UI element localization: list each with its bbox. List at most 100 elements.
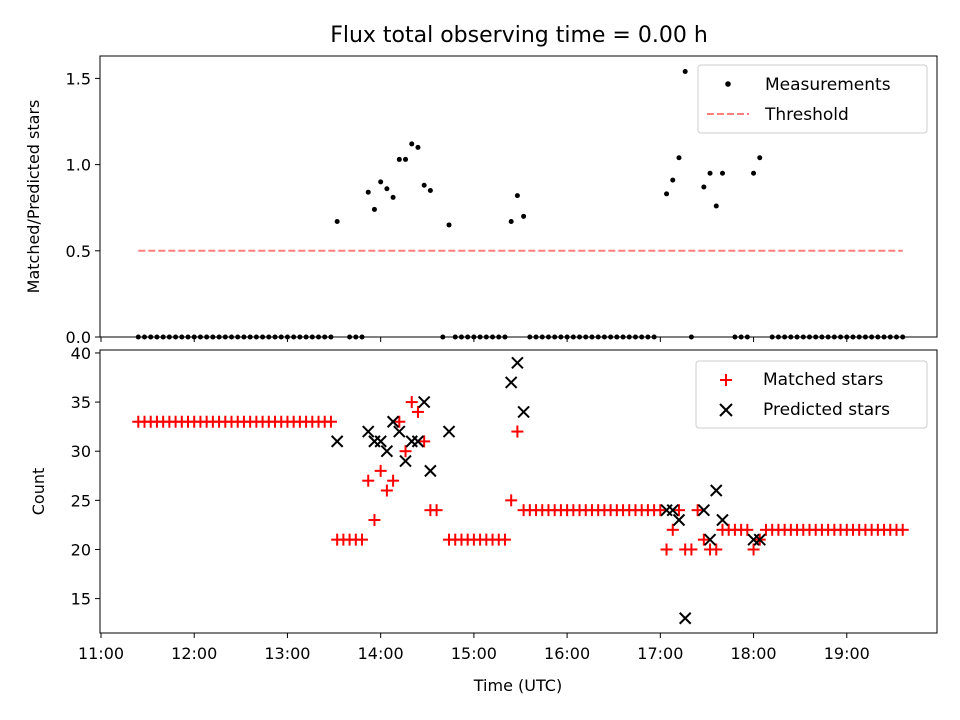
matched-star-point <box>393 415 406 428</box>
measurement-point <box>446 222 452 228</box>
matched-star-point <box>666 523 679 536</box>
matched-star-point <box>741 523 754 536</box>
measurement-point <box>384 186 390 192</box>
chart-title: Flux total observing time = 0.00 h <box>330 23 708 48</box>
ratio-legend: Measurements Threshold <box>697 64 928 134</box>
predicted-star-point <box>753 533 766 546</box>
matched-star-point <box>387 474 400 487</box>
measurement-point <box>508 218 514 224</box>
ratio-y-ticks: 0.0 0.5 1.0 1.5 <box>66 69 100 347</box>
predicted-star-point <box>504 376 518 389</box>
count-x-tick-label: 16:00 <box>544 644 590 663</box>
count-y-tick-label: 30 <box>71 442 91 461</box>
count-x-tick-label: 14:00 <box>358 644 404 663</box>
predicted-star-point <box>374 435 387 448</box>
predicted-star-point <box>697 503 711 517</box>
ratio-legend-box <box>697 64 928 134</box>
predicted-star-point <box>710 484 723 497</box>
measurement-point <box>365 189 371 195</box>
measurement-point <box>676 155 682 161</box>
count-y-tick-label: 15 <box>71 590 91 609</box>
count-y-tick-label: 20 <box>71 540 91 559</box>
matched-star-point <box>368 513 381 526</box>
ratio-y-tick-label: 1.0 <box>66 156 91 175</box>
measurement-point <box>421 182 427 188</box>
measurement-point <box>409 141 415 147</box>
matched-star-point <box>511 425 524 438</box>
ratio-y-tick-label: 1.5 <box>66 69 91 88</box>
legend-measurements-label: Measurements <box>765 75 891 95</box>
matched-star-point <box>691 504 704 517</box>
count-legend-box <box>695 360 928 429</box>
measurement-point <box>371 206 377 212</box>
measurement-point <box>390 194 396 200</box>
measurement-point <box>713 203 719 209</box>
matched-star-point <box>362 474 375 487</box>
matched-star-point <box>654 504 667 517</box>
count-x-tick-label: 11:00 <box>78 644 124 663</box>
ratio-y-tick-label: 0.5 <box>66 242 91 261</box>
count-y-tick-label: 40 <box>71 344 91 363</box>
measurement-point <box>670 177 676 183</box>
predicted-star-point <box>666 503 679 517</box>
count-x-tick-label: 17:00 <box>637 644 683 663</box>
predicted-star-point <box>393 425 406 438</box>
predicted-star-point <box>417 395 431 409</box>
count-x-ticks: 11:00 12:00 13:00 14:00 15:00 16:00 17:00 18:00… <box>78 633 870 663</box>
predicted-star-point <box>672 513 686 527</box>
ratio-axes-frame <box>99 55 938 338</box>
matched-star-point <box>498 533 511 546</box>
matched-star-point <box>430 504 443 517</box>
measurement-point <box>521 213 527 219</box>
count-y-axis-label: Count <box>29 468 48 516</box>
measurement-point <box>751 170 757 176</box>
matched-star-point <box>660 543 673 556</box>
x-axis-label: Time (UTC) <box>473 676 562 695</box>
count-y-ticks: 15 20 25 30 35 40 <box>71 344 100 609</box>
predicted-star-point <box>703 533 717 546</box>
measurement-point <box>719 170 725 176</box>
predicted-star-point <box>386 415 400 428</box>
ratio-panel: Flux total observing time = 0.00 h 0.00.… <box>24 23 938 347</box>
count-x-tick-label: 18:00 <box>731 644 777 663</box>
count-x-tick-label: 19:00 <box>824 644 870 663</box>
measurement-point <box>664 191 670 197</box>
predicted-star-point <box>424 464 437 478</box>
measurement-point <box>334 218 340 224</box>
matched-star-point <box>411 405 424 418</box>
matched-star-point <box>405 396 418 409</box>
matched-star-point <box>324 415 337 428</box>
measurement-point <box>378 179 384 185</box>
measurement-point <box>427 187 433 193</box>
measurement-point <box>514 193 520 199</box>
legend-matched-marker <box>720 374 732 386</box>
matched-star-point <box>399 445 412 458</box>
predicted-star-point <box>330 435 344 448</box>
count-y-tick-label: 25 <box>71 491 91 510</box>
matched-star-point <box>697 533 710 546</box>
measurement-point <box>707 170 713 176</box>
legend-matched-label: Matched stars <box>763 370 883 390</box>
measurement-point <box>757 155 763 161</box>
measurement-point <box>701 184 707 190</box>
measurement-point <box>403 156 409 162</box>
ratio-y-tick-label: 0.0 <box>66 328 91 347</box>
count-x-tick-label: 13:00 <box>264 644 310 663</box>
predicted-star-point <box>511 356 524 369</box>
legend-measurements-marker <box>725 81 731 87</box>
ratio-y-axis-label: Matched/Predicted stars <box>24 100 43 294</box>
predicted-star-point <box>517 405 530 419</box>
predicted-star-point <box>442 425 456 438</box>
predicted-star-point <box>362 425 375 438</box>
measurement-point <box>415 144 421 150</box>
legend-threshold-label: Threshold <box>764 105 849 125</box>
matched-star-point <box>710 543 723 556</box>
measurement-point <box>682 69 688 75</box>
legend-predicted-marker <box>719 403 733 417</box>
predicted-star-point <box>411 435 425 448</box>
count-axes-frame <box>99 349 938 634</box>
matched-star-point <box>418 435 431 448</box>
matched-star-point <box>747 543 760 556</box>
predicted-star-point <box>678 612 692 625</box>
